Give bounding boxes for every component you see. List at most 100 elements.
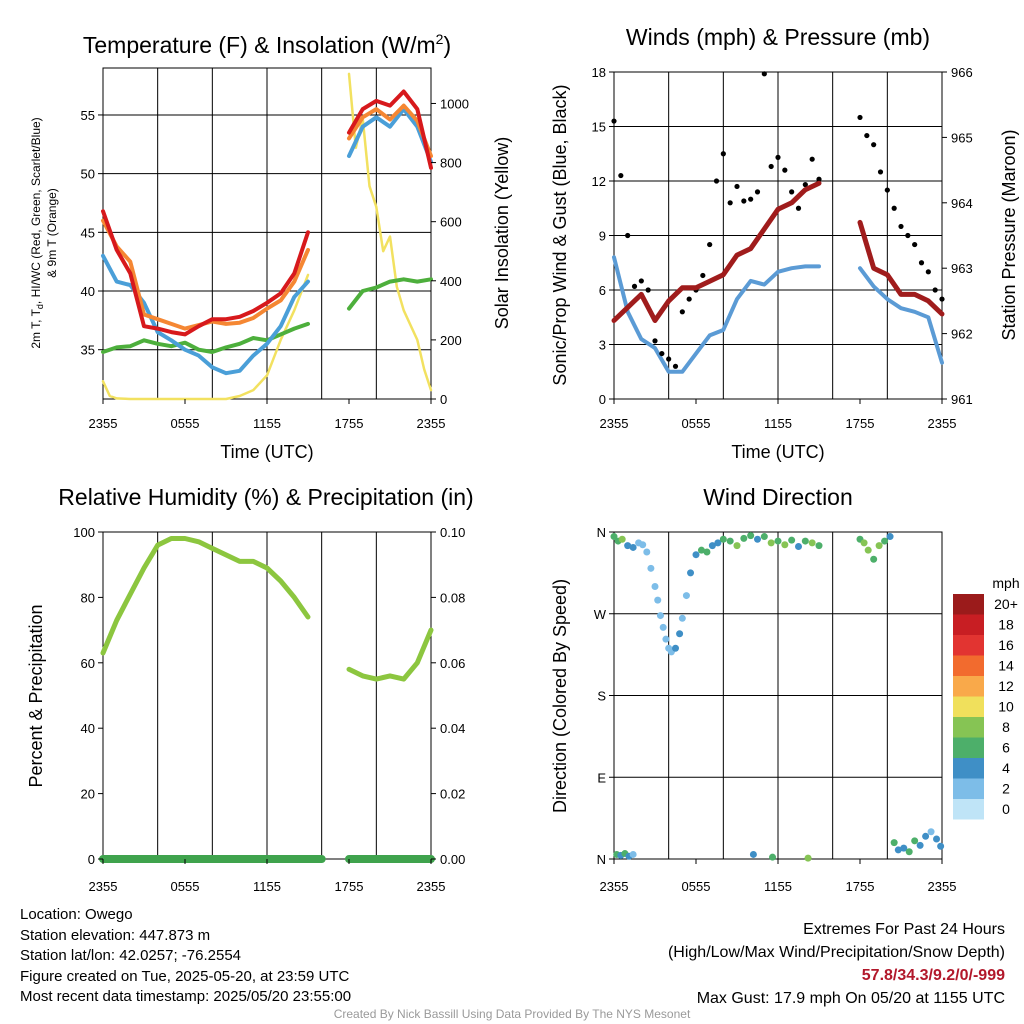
max-gust-text: Max Gust: 17.9 mph On 05/20 at 1155 UTC <box>696 990 1005 1007</box>
wind-x-ticks: 2355 0555 1155 1755 2355 <box>600 399 957 431</box>
gust-point <box>802 182 808 188</box>
rh-grid <box>157 532 377 859</box>
gust-point <box>618 172 624 179</box>
direction-point <box>651 583 659 590</box>
extremes-values: 57.8/34.3/9.2/0/-999 <box>861 967 1005 984</box>
legend-swatch <box>953 778 984 799</box>
created-text: Figure created on Tue, 2025-05-20, at 23… <box>20 967 350 985</box>
x-tick-label: 1155 <box>253 416 281 431</box>
gust-point <box>795 205 802 211</box>
direction-point <box>647 564 655 572</box>
rh-series <box>99 536 435 863</box>
y-tick-label: 6 <box>599 283 606 298</box>
legend-label: 18 <box>998 617 1014 633</box>
direction-point <box>708 542 716 550</box>
gust-point <box>754 189 761 195</box>
x-tick-label: 1755 <box>335 416 364 431</box>
gust-point <box>686 296 692 302</box>
gust-point <box>816 176 822 182</box>
y-tick-label: 60 <box>81 656 95 671</box>
y-tick-label: 0.00 <box>440 852 465 867</box>
pressure-line <box>611 180 945 323</box>
direction-point <box>714 539 722 547</box>
y-tick-label: W <box>594 607 607 622</box>
direction-point <box>927 828 935 836</box>
legend-swatch <box>953 717 984 738</box>
y-tick-label: 40 <box>81 284 95 299</box>
temp-y2-ticks: 0 200 400 600 800 1000 <box>431 96 469 407</box>
x-tick-label: 1155 <box>253 879 281 894</box>
x-tick-label: 2355 <box>600 879 629 894</box>
y-tick-label: 15 <box>592 120 606 135</box>
gust-point <box>912 241 918 248</box>
direction-point <box>937 842 945 850</box>
x-tick-label: 2355 <box>928 416 957 431</box>
panel-temperature: Temperature (F) & Insolation (W/m2) 2355… <box>29 31 512 462</box>
direction-point <box>894 846 902 854</box>
gust-point <box>871 142 877 148</box>
wind-y-label: Sonic/Prop Wind & Gust (Blue, Black) <box>550 84 570 385</box>
wind-grid <box>614 71 942 400</box>
panel-direction: Wind Direction 2355 0555 1155 1755 2355 N E S W… <box>550 484 1020 894</box>
temp-y-label-2: & 9m T (Orange) <box>45 188 59 278</box>
y-tick-label: 80 <box>81 590 95 605</box>
x-tick-label: 1755 <box>846 879 875 894</box>
direction-point <box>618 535 626 543</box>
x-tick-label: 2355 <box>417 416 446 431</box>
y-tick-label: 40 <box>81 721 95 736</box>
gust-point <box>713 178 720 184</box>
dir-y-label: Direction (Colored By Speed) <box>550 579 570 813</box>
y-tick-label: 0.08 <box>440 590 465 605</box>
x-tick-label: 1155 <box>764 416 792 431</box>
y-tick-label: 600 <box>440 215 462 230</box>
x-tick-label: 2355 <box>928 879 957 894</box>
y-tick-label: 200 <box>440 333 462 348</box>
gust-point <box>891 205 897 211</box>
gust-point <box>775 154 781 160</box>
direction-point <box>672 644 679 652</box>
legend-swatch <box>953 594 984 615</box>
x-tick-label: 0555 <box>171 879 200 894</box>
y-tick-label: N <box>597 852 606 867</box>
x-tick-label: 2355 <box>89 416 118 431</box>
temp-series <box>101 72 433 401</box>
gust-point <box>761 71 767 77</box>
legend-swatch <box>953 676 984 697</box>
temp-y-ticks: 35 40 45 50 55 <box>81 108 103 358</box>
gust-point <box>625 232 631 239</box>
gust-point <box>638 278 644 284</box>
gust-point <box>939 296 945 302</box>
legend-label: 20+ <box>994 596 1018 612</box>
legend-label: 16 <box>998 637 1014 653</box>
y-tick-label: 0.06 <box>440 656 465 671</box>
direction-point <box>754 535 761 543</box>
elevation-text: Station elevation: 447.873 m <box>20 926 211 944</box>
temp-y2-label: Solar Insolation (Yellow) <box>492 137 512 329</box>
y-tick-label: 3 <box>599 338 606 353</box>
wind-y2-ticks: 961 962 963 964 965 966 <box>942 65 973 407</box>
direction-point <box>860 539 868 547</box>
y-tick-label: 12 <box>592 174 606 189</box>
gust-point <box>768 163 774 170</box>
gust-point <box>925 269 931 275</box>
direction-point <box>678 614 686 622</box>
direction-point <box>662 635 670 643</box>
legend-swatch <box>953 635 984 656</box>
y-tick-label: 20 <box>81 787 95 802</box>
direction-point <box>804 854 812 862</box>
y-tick-label: E <box>597 770 606 785</box>
gust-point <box>679 309 685 315</box>
gust-point <box>898 223 904 230</box>
extremes-title: Extremes For Past 24 Hours <box>803 921 1005 938</box>
direction-point <box>687 569 695 577</box>
y-tick-label: 0.02 <box>440 787 465 802</box>
gust-point <box>877 169 884 175</box>
wind-title: Winds (mph) & Pressure (mb) <box>626 24 930 50</box>
rh-title: Relative Humidity (%) & Precipitation (i… <box>58 484 473 510</box>
y-tick-label: 964 <box>951 196 973 211</box>
legend-swatch <box>953 614 984 635</box>
direction-point <box>870 555 878 563</box>
gust-point <box>918 260 925 266</box>
gust-point <box>659 350 665 357</box>
